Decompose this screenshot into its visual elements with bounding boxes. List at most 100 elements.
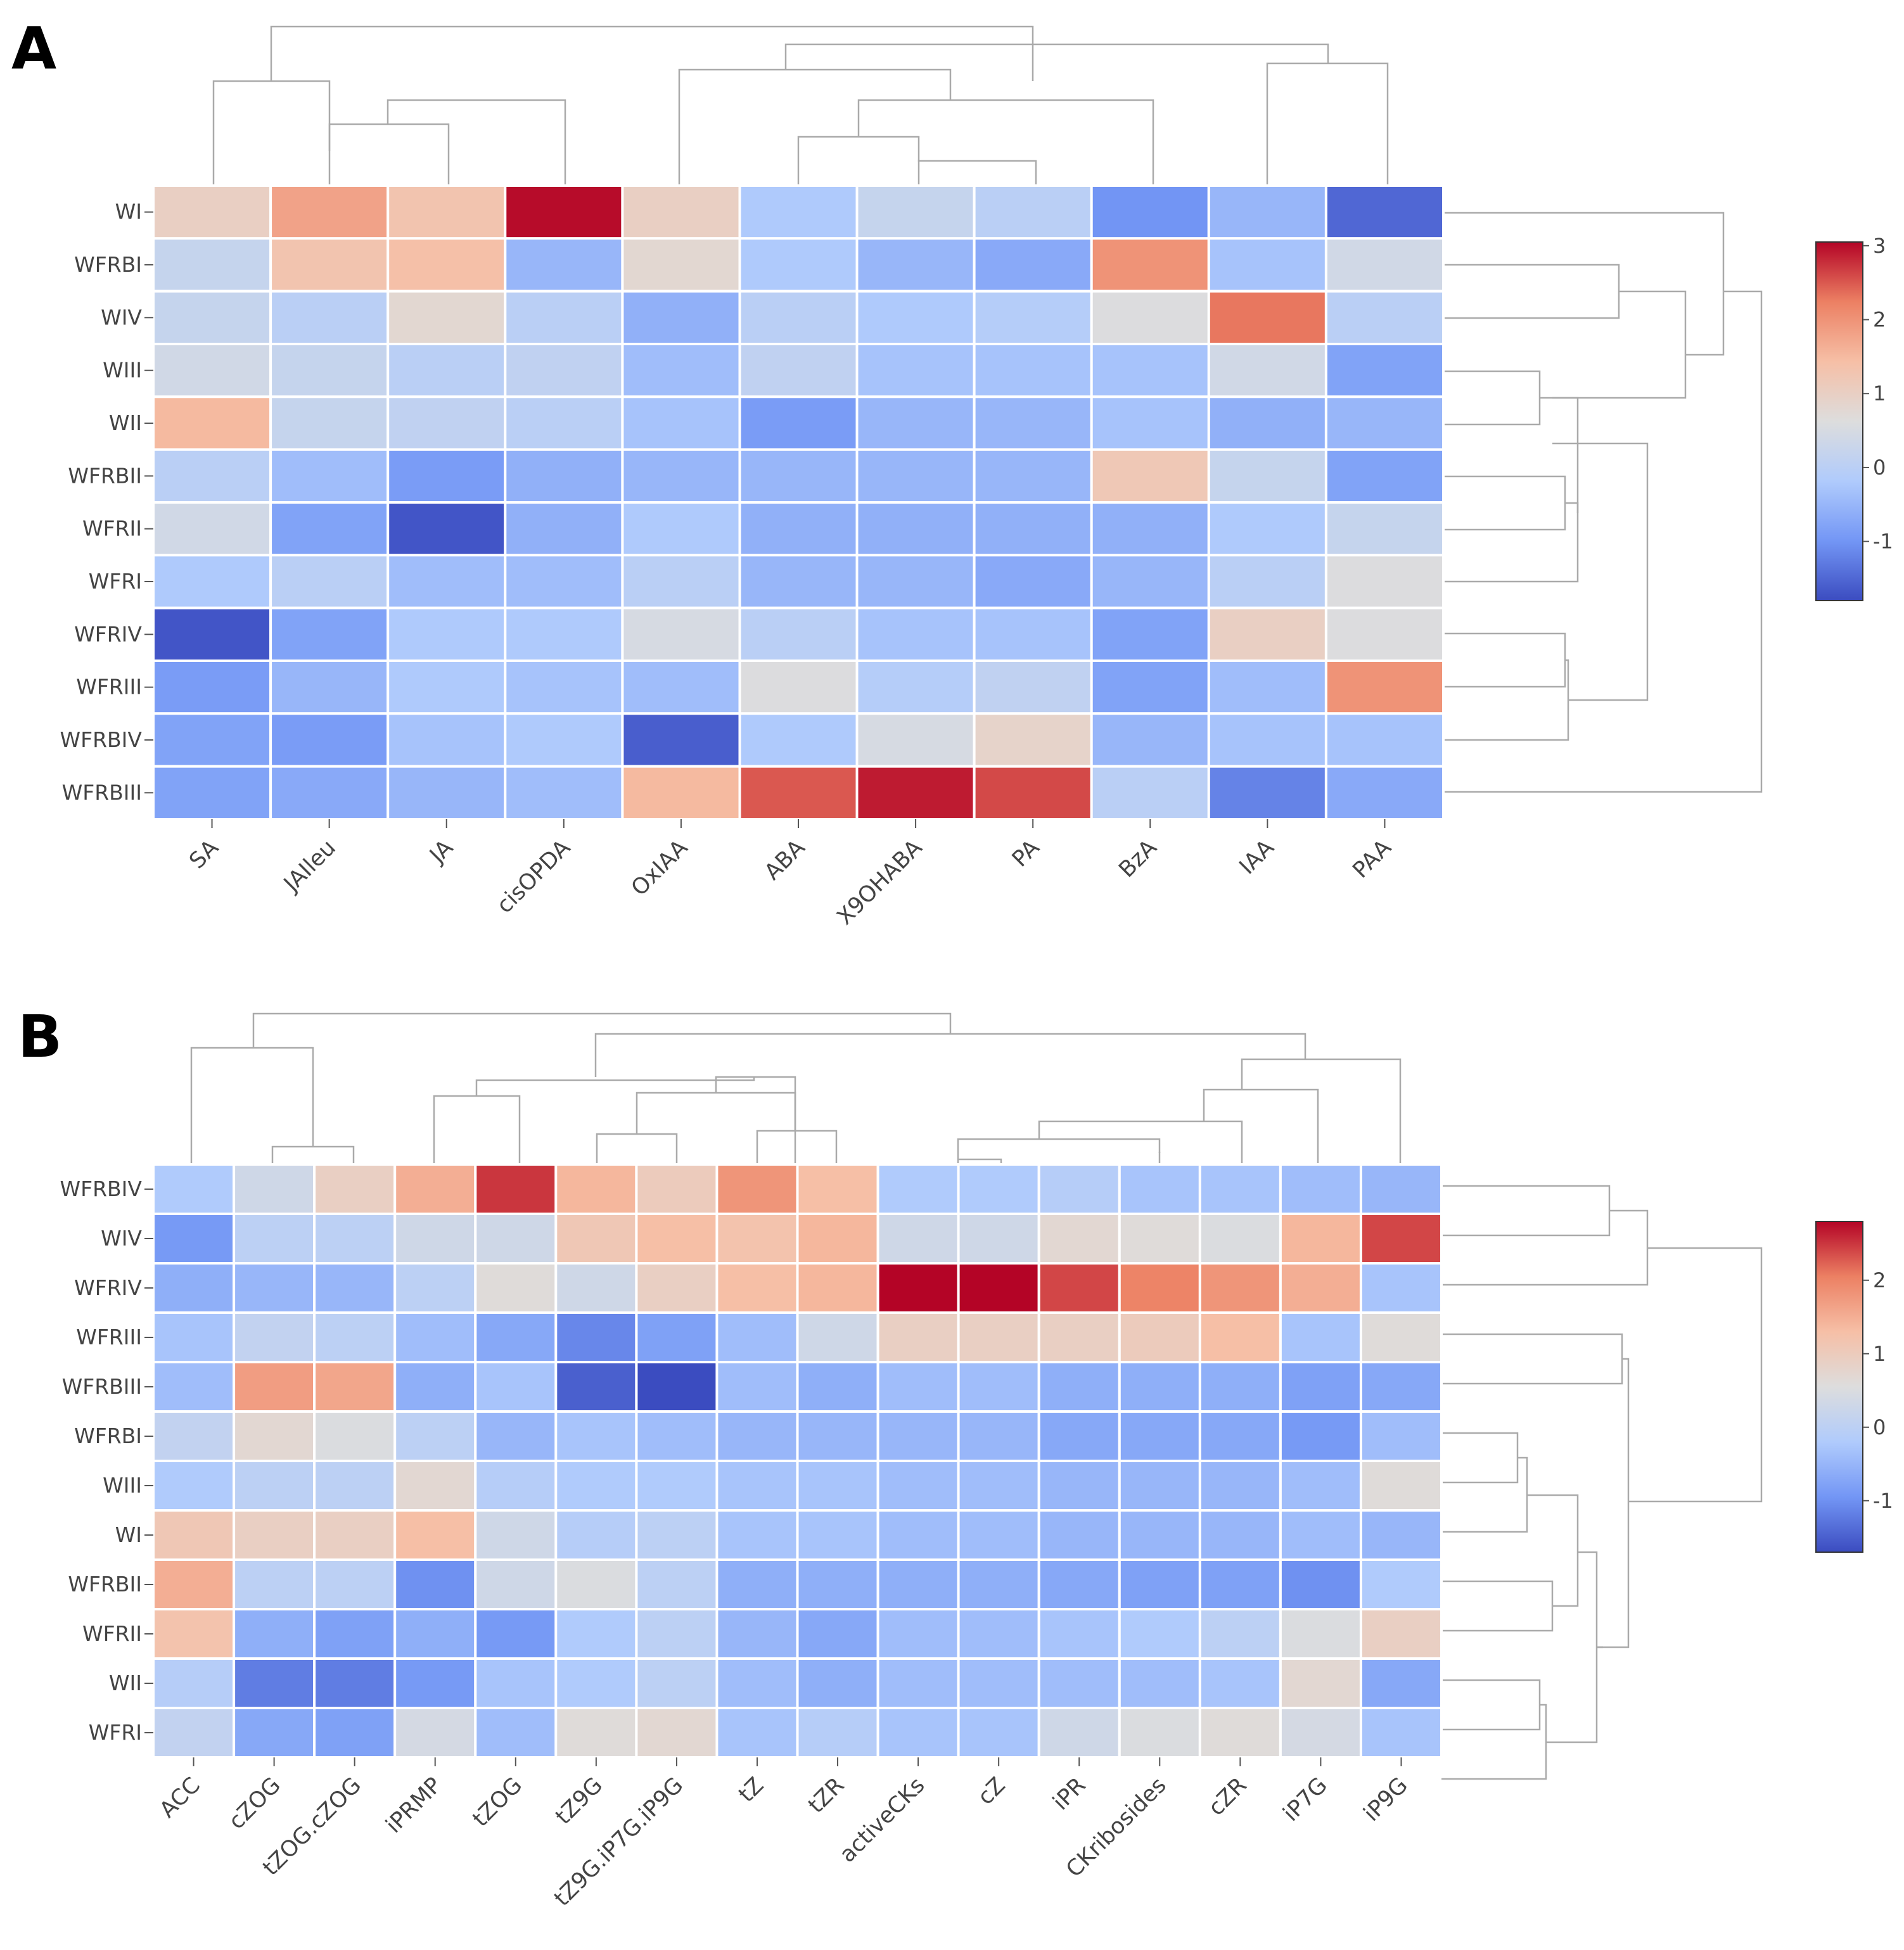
heatmap-cell-b-10-5 bbox=[554, 1657, 638, 1709]
heatmap-cell-a-2-2 bbox=[387, 290, 507, 346]
heatmap-cell-b-11-4 bbox=[474, 1707, 558, 1759]
heatmap-cell-b-5-15 bbox=[1359, 1410, 1443, 1462]
heatmap-cell-b-0-14 bbox=[1279, 1163, 1363, 1215]
row-labels-a: WI WFRBI WIV WIII WII WFRBII WFRII WFRI WFRIV WFR… bbox=[60, 200, 153, 805]
heatmap-cell-a-4-4 bbox=[621, 395, 741, 451]
heatmap-cell-a-8-2 bbox=[387, 606, 507, 663]
heatmap-cell-b-3-12 bbox=[1118, 1311, 1201, 1363]
heatmap-cell-a-10-1 bbox=[269, 712, 390, 768]
heatmap-cell-b-2-6 bbox=[635, 1262, 719, 1314]
heatmap-cell-a-3-5 bbox=[738, 343, 859, 398]
heatmap-cell-b-8-0 bbox=[152, 1558, 236, 1610]
heatmap-cell-b-1-15 bbox=[1359, 1213, 1443, 1265]
heatmap-cell-b-1-4 bbox=[474, 1213, 558, 1265]
colorbar-label-a-3: 0 bbox=[1873, 456, 1886, 480]
heatmap-cell-b-5-12 bbox=[1118, 1410, 1201, 1462]
heatmap-cell-a-4-1 bbox=[269, 395, 390, 451]
heatmap-cell-b-2-8 bbox=[796, 1262, 879, 1314]
row-label-a-11: WFRBIII bbox=[62, 780, 142, 805]
heatmap-cell-b-1-5 bbox=[554, 1213, 638, 1265]
heatmap-cell-b-3-9 bbox=[876, 1311, 960, 1363]
heatmap-cell-a-5-7 bbox=[973, 448, 1093, 504]
heatmap-cell-a-3-2 bbox=[387, 343, 507, 398]
column-dendrogram-a bbox=[212, 25, 1389, 193]
heatmap-cell-b-3-10 bbox=[957, 1311, 1040, 1363]
heatmap-cell-b-1-2 bbox=[313, 1213, 397, 1265]
heatmap-cell-b-4-6 bbox=[635, 1361, 719, 1413]
colorbar-label-a-0: 3 bbox=[1873, 234, 1886, 258]
heatmap-cell-b-5-7 bbox=[715, 1410, 799, 1462]
heatmap-cell-b-8-4 bbox=[474, 1558, 558, 1610]
heatmap-cell-b-1-7 bbox=[715, 1213, 799, 1265]
heatmap-cell-a-7-5 bbox=[738, 554, 859, 609]
heatmap-cell-b-4-15 bbox=[1359, 1361, 1443, 1413]
heatmap-cell-b-7-10 bbox=[957, 1509, 1040, 1561]
heatmap-cell-b-1-9 bbox=[876, 1213, 960, 1265]
heatmap-cell-b-9-7 bbox=[715, 1608, 799, 1660]
heatmap-cell-b-7-3 bbox=[393, 1509, 477, 1561]
heatmap-cell-a-5-4 bbox=[621, 448, 741, 504]
heatmap-cell-a-10-2 bbox=[387, 712, 507, 768]
heatmap-cell-b-4-8 bbox=[796, 1361, 879, 1413]
heatmap-cell-b-6-1 bbox=[233, 1460, 316, 1512]
heatmap-cell-b-8-5 bbox=[554, 1558, 638, 1610]
heatmap-cell-a-1-10 bbox=[1324, 237, 1445, 293]
heatmap-cell-b-0-11 bbox=[1037, 1163, 1121, 1215]
heatmap-cell-a-3-6 bbox=[855, 343, 976, 398]
heatmap-cell-b-10-0 bbox=[152, 1657, 236, 1709]
heatmap-cell-a-10-7 bbox=[973, 712, 1093, 768]
heatmap-cell-b-1-11 bbox=[1037, 1213, 1121, 1265]
heatmap-cell-a-9-8 bbox=[1090, 660, 1210, 715]
row-labels-b: WFRBIV WIV WFRIV WFRIII WFRBIII WFRBI WIII WI WF… bbox=[60, 1176, 153, 1745]
heatmap-cell-b-4-0 bbox=[152, 1361, 236, 1413]
heatmap-cell-b-2-7 bbox=[715, 1262, 799, 1314]
heatmap-cell-b-9-1 bbox=[233, 1608, 316, 1660]
heatmap-cell-a-0-8 bbox=[1090, 184, 1210, 240]
heatmap-cell-a-1-5 bbox=[738, 237, 859, 293]
heatmap-cell-a-7-6 bbox=[855, 554, 976, 609]
heatmap-cell-a-0-7 bbox=[973, 184, 1093, 240]
heatmap-cell-a-8-0 bbox=[152, 606, 272, 663]
heatmap-cell-a-5-3 bbox=[504, 448, 624, 504]
row-label-b-6: WIII bbox=[103, 1473, 142, 1498]
heatmap-cell-b-6-4 bbox=[474, 1460, 558, 1512]
heatmap-cell-b-11-7 bbox=[715, 1707, 799, 1759]
heatmap-cell-b-2-11 bbox=[1037, 1262, 1121, 1314]
heatmap-cell-a-11-10 bbox=[1324, 765, 1445, 820]
heatmap-cell-a-1-8 bbox=[1090, 237, 1210, 293]
heatmap-cell-a-10-5 bbox=[738, 712, 859, 768]
heatmap-cell-a-10-10 bbox=[1324, 712, 1445, 768]
heatmap-cell-a-9-10 bbox=[1324, 660, 1445, 715]
row-label-a-2: WIV bbox=[101, 305, 142, 329]
heatmap-cell-a-3-1 bbox=[269, 343, 390, 398]
heatmap-cell-a-2-5 bbox=[738, 290, 859, 346]
heatmap-cell-a-9-5 bbox=[738, 660, 859, 715]
heatmap-cell-b-7-5 bbox=[554, 1509, 638, 1561]
row-label-a-10: WFRBIV bbox=[60, 727, 143, 752]
heatmap-cell-a-2-4 bbox=[621, 290, 741, 346]
row-label-a-0: WI bbox=[115, 200, 142, 224]
heatmap-cell-a-4-8 bbox=[1090, 395, 1210, 451]
heatmap-cell-b-11-10 bbox=[957, 1707, 1040, 1759]
heatmap-cell-b-2-13 bbox=[1198, 1262, 1282, 1314]
row-label-b-11: WFRI bbox=[89, 1720, 142, 1745]
heatmap-cell-b-0-12 bbox=[1118, 1163, 1201, 1215]
heatmap-cell-b-2-3 bbox=[393, 1262, 477, 1314]
heatmap-cell-a-8-9 bbox=[1207, 606, 1327, 663]
heatmap-cell-b-10-12 bbox=[1118, 1657, 1201, 1709]
heatmap-cell-b-3-7 bbox=[715, 1311, 799, 1363]
colorbar-b: 2 1 0 -1 bbox=[1815, 1221, 1893, 1553]
heatmap-cell-b-2-15 bbox=[1359, 1262, 1443, 1314]
heatmap-cell-a-3-9 bbox=[1207, 343, 1327, 398]
heatmap-cell-b-11-3 bbox=[393, 1707, 477, 1759]
heatmap-cell-a-5-10 bbox=[1324, 448, 1445, 504]
heatmap-cell-b-5-13 bbox=[1198, 1410, 1282, 1462]
heatmap-cell-a-5-6 bbox=[855, 448, 976, 504]
heatmap-cell-a-11-6 bbox=[855, 765, 976, 820]
heatmap-cell-b-9-8 bbox=[796, 1608, 879, 1660]
heatmap-cell-a-5-0 bbox=[152, 448, 272, 504]
heatmap-cell-b-5-10 bbox=[957, 1410, 1040, 1462]
heatmap-cell-b-5-9 bbox=[876, 1410, 960, 1462]
heatmap-cell-b-10-4 bbox=[474, 1657, 558, 1709]
heatmap-cell-a-6-9 bbox=[1207, 501, 1327, 557]
